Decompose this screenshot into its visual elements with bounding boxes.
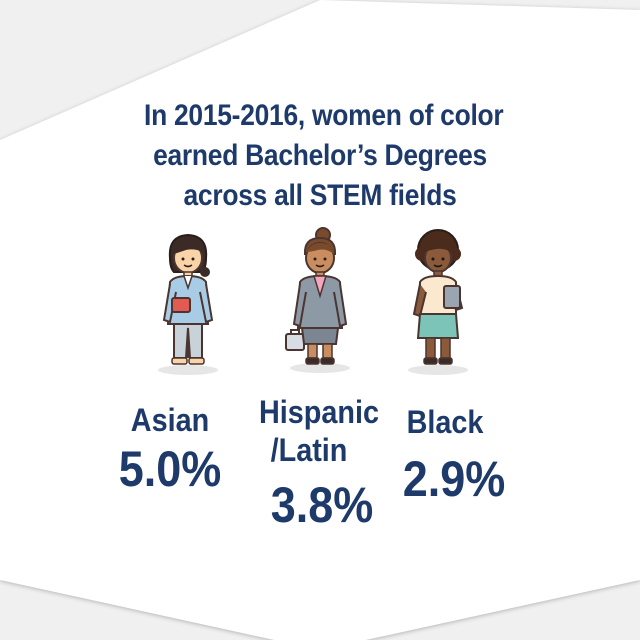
headline-line-3: across all STEM fields [183,179,457,212]
asian-value: 5.0% [118,441,222,497]
headline: In 2015-2016, women of color earned Bach… [120,96,520,216]
woman-with-briefcase-icon [282,226,358,376]
headline-line-1: In 2015-2016, women of color [144,99,504,132]
headline-line-2: earned Bachelor’s Degrees [153,139,487,172]
woman-holding-tablet-icon [400,228,476,378]
black-value: 2.9% [402,451,506,507]
hispanic-latin-label-line-1: Hispanic [258,394,380,430]
hispanic-latin-label-line-2: /Latin [270,432,348,468]
asian-label: Asian [130,402,210,438]
woman-holding-book-icon [150,228,226,378]
hispanic-latin-value: 3.8% [270,477,374,533]
black-label: Black [406,404,484,440]
